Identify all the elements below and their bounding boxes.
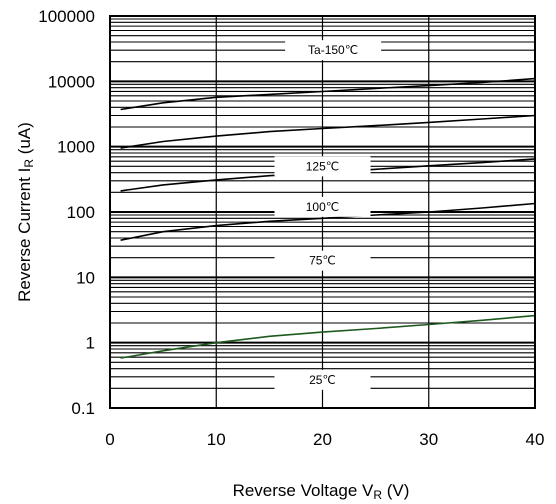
y-tick-label: 10	[76, 268, 95, 287]
x-tick-label: 20	[313, 430, 332, 449]
series-labels: Ta-150℃ 125℃ 100℃ 75℃ 25℃	[274, 40, 382, 390]
x-tick-label: 10	[207, 430, 226, 449]
y-tick-label: 1000	[57, 138, 95, 157]
series-line	[120, 77, 536, 111]
series-label: 25℃	[309, 373, 336, 387]
y-tick-label: 100000	[38, 7, 95, 26]
x-axis-title: Reverse Voltage VR (V)	[233, 481, 410, 502]
x-tick-label: 30	[419, 430, 438, 449]
series-label-box	[274, 250, 371, 271]
series-label-box	[274, 196, 371, 217]
series-line	[120, 114, 536, 149]
y-tick-label: 1	[86, 334, 95, 353]
x-tick-label: 0	[105, 430, 114, 449]
plot-frame	[109, 15, 536, 409]
x-tick-labels: 0 10 20 30 40	[105, 430, 544, 449]
x-tick-label: 40	[526, 430, 545, 449]
series-label-box	[285, 40, 382, 61]
series-label-box	[274, 156, 371, 177]
series-label: 125℃	[306, 159, 340, 173]
y-tick-label: 0.1	[71, 399, 95, 418]
series-line	[120, 314, 536, 359]
series-label-box	[274, 369, 371, 390]
series-label: Ta-150℃	[308, 43, 358, 57]
series-label: 100℃	[306, 200, 340, 214]
y-axis-title: Reverse Current IR (uA)	[15, 122, 36, 302]
y-tick-label: 10000	[48, 72, 95, 91]
series-line	[120, 202, 536, 241]
grid	[109, 16, 536, 409]
y-tick-label: 100	[67, 203, 95, 222]
y-tick-labels: 0.1 1 10 100 1000 10000 100000	[38, 7, 95, 418]
series-label: 75℃	[309, 254, 336, 268]
